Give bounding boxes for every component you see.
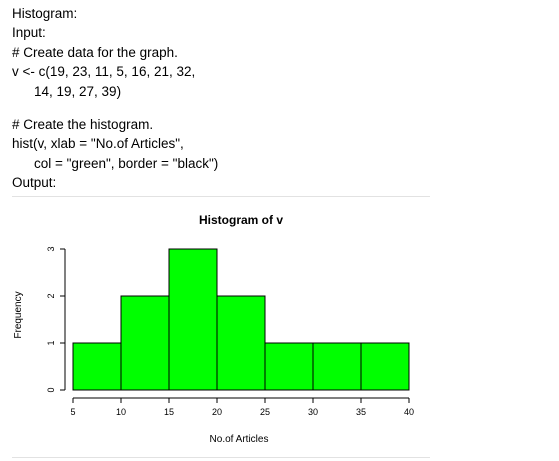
x-tick-label: 25 <box>260 407 270 417</box>
code-line-hist: hist(v, xlab = "No.of Articles", <box>12 136 184 152</box>
code-line-hist-cont: col = "green", border = "black") <box>34 155 219 171</box>
x-tick-label: 20 <box>212 407 222 417</box>
histogram-bar <box>264 342 314 391</box>
axes-layer: 5 10 15 20 25 30 35 40 0 1 2 3 <box>46 246 414 417</box>
chart-title: Histogram of v <box>199 213 283 227</box>
y-tick-label: 0 <box>46 387 56 392</box>
bars-layer <box>72 248 410 391</box>
y-axis-label: Frequency <box>13 291 24 338</box>
code-line-vector-cont: 14, 19, 27, 39) <box>34 83 122 99</box>
blank-line <box>12 101 432 115</box>
x-tick-label: 35 <box>356 407 366 417</box>
histogram-chart: Histogram of v 5 10 15 20 25 30 35 40 0 1 2 3 No.of… <box>0 198 430 456</box>
y-tick-label: 2 <box>46 293 56 298</box>
x-tick-label: 15 <box>164 407 174 417</box>
histogram-bar <box>168 248 218 391</box>
code-line-vector: v <- c(19, 23, 11, 5, 16, 21, 32, <box>12 64 196 80</box>
histogram-svg: Histogram of v 5 10 15 20 25 30 35 40 0 1 2 3 No.of… <box>13 213 414 445</box>
x-tick-label: 30 <box>308 407 318 417</box>
x-tick-label: 10 <box>116 407 126 417</box>
divider-top <box>12 196 430 197</box>
histogram-bar <box>360 342 410 391</box>
histogram-bar <box>72 342 122 391</box>
code-comment-data: # Create data for the graph. <box>12 44 178 60</box>
x-tick-label: 40 <box>404 407 414 417</box>
code-snippet: Histogram: Input: # Create data for the … <box>12 4 432 193</box>
y-tick-label: 1 <box>46 340 56 345</box>
x-axis-label: No.of Articles <box>210 434 269 445</box>
histogram-bar <box>216 295 266 391</box>
input-label: Input: <box>12 25 46 41</box>
histogram-bar <box>120 295 170 391</box>
heading-histogram: Histogram: <box>12 6 78 21</box>
code-comment-hist: # Create the histogram. <box>12 116 154 132</box>
output-label: Output: <box>12 175 57 191</box>
y-tick-label: 3 <box>46 246 56 251</box>
histogram-bar <box>312 342 362 391</box>
divider-bottom <box>12 457 430 458</box>
x-tick-label: 5 <box>70 407 75 417</box>
